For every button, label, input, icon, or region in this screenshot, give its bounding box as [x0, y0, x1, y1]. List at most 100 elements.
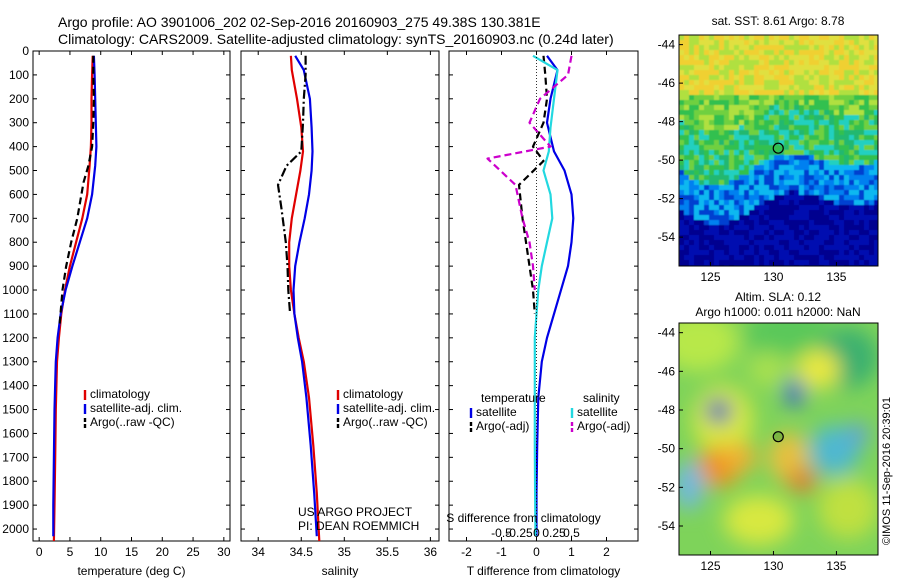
sst-cell — [794, 165, 800, 171]
sst-cell — [709, 100, 715, 106]
sst-cell — [694, 150, 700, 156]
sst-cell — [834, 185, 840, 191]
sst-cell — [679, 220, 685, 226]
sst-cell — [689, 90, 695, 96]
sst-cell — [744, 185, 750, 191]
sst-cell — [759, 150, 765, 156]
sst-cell — [809, 215, 815, 221]
sst-cell — [859, 235, 865, 241]
sst-cell — [869, 60, 875, 66]
map-y-tick-label: -46 — [658, 364, 676, 378]
sst-cell — [799, 65, 805, 71]
sst-cell — [849, 255, 855, 261]
sst-cell — [724, 235, 730, 241]
sst-cell — [849, 170, 855, 176]
sst-cell — [829, 190, 835, 196]
sst-cell — [769, 190, 775, 196]
sst-cell — [824, 205, 830, 211]
sst-cell — [839, 230, 845, 236]
sst-cell — [749, 255, 755, 261]
sst-cell — [824, 155, 830, 161]
sst-cell — [859, 50, 865, 56]
sst-cell — [759, 165, 765, 171]
sst-cell — [714, 230, 720, 236]
sst-cell — [694, 50, 700, 56]
sst-cell — [819, 210, 825, 216]
sst-cell — [804, 235, 810, 241]
sst-cell — [799, 145, 805, 151]
sst-cell — [764, 45, 770, 51]
sst-cell — [699, 130, 705, 136]
sst-cell — [854, 60, 860, 66]
sst-cell — [719, 210, 725, 216]
sst-cell — [859, 200, 865, 206]
sst-cell — [764, 110, 770, 116]
sst-cell — [714, 105, 720, 111]
sst-cell — [744, 235, 750, 241]
sst-cell — [719, 100, 725, 106]
sst-cell — [824, 195, 830, 201]
series-line-argo-raw-qc- — [58, 55, 96, 326]
sst-cell — [869, 65, 875, 71]
sst-cell — [679, 200, 685, 206]
sst-cell — [759, 160, 765, 166]
sst-cell — [689, 35, 695, 41]
sst-cell — [699, 80, 705, 86]
sst-cell — [724, 130, 730, 136]
sst-cell — [739, 115, 745, 121]
y-tick-label: 400 — [9, 140, 29, 154]
sst-cell — [699, 260, 705, 266]
sst-cell — [699, 210, 705, 216]
sst-cell — [724, 35, 730, 41]
sst-cell — [754, 105, 760, 111]
sst-cell — [839, 175, 845, 181]
sst-cell — [694, 85, 700, 91]
sst-cell — [854, 185, 860, 191]
sst-cell — [714, 235, 720, 241]
sst-cell — [864, 40, 870, 46]
sst-cell — [704, 40, 710, 46]
sst-cell — [754, 235, 760, 241]
sst-cell — [704, 145, 710, 151]
sst-cell — [699, 150, 705, 156]
sst-cell — [774, 115, 780, 121]
sst-cell — [719, 200, 725, 206]
sst-cell — [839, 100, 845, 106]
sst-cell — [704, 95, 710, 101]
sst-cell — [749, 75, 755, 81]
y-tick-label: 1900 — [2, 498, 29, 512]
sst-cell — [854, 145, 860, 151]
sst-cell — [719, 195, 725, 201]
sst-cell — [799, 125, 805, 131]
sst-cell — [844, 105, 850, 111]
sst-cell — [874, 225, 878, 231]
sst-cell — [754, 225, 760, 231]
sst-cell — [764, 130, 770, 136]
sst-cell — [729, 215, 735, 221]
sst-cell — [849, 235, 855, 241]
y-tick-label: 1000 — [2, 283, 29, 297]
sst-cell — [869, 235, 875, 241]
sst-cell — [834, 100, 840, 106]
sst-cell — [859, 215, 865, 221]
sst-cell — [699, 125, 705, 131]
sst-cell — [709, 70, 715, 76]
sst-cell — [764, 95, 770, 101]
sst-cell — [734, 140, 740, 146]
sst-cell — [809, 170, 815, 176]
sst-cell — [779, 100, 785, 106]
sst-cell — [779, 55, 785, 61]
sst-cell — [774, 185, 780, 191]
sst-cell — [719, 180, 725, 186]
sst-cell — [724, 125, 730, 131]
sst-cell — [764, 135, 770, 141]
sst-cell — [769, 55, 775, 61]
sst-cell — [709, 110, 715, 116]
sst-cell — [804, 120, 810, 126]
sst-cell — [874, 255, 878, 261]
sst-cell — [759, 170, 765, 176]
sst-cell — [794, 160, 800, 166]
sst-cell — [794, 180, 800, 186]
sst-cell — [724, 240, 730, 246]
sst-cell — [854, 165, 860, 171]
